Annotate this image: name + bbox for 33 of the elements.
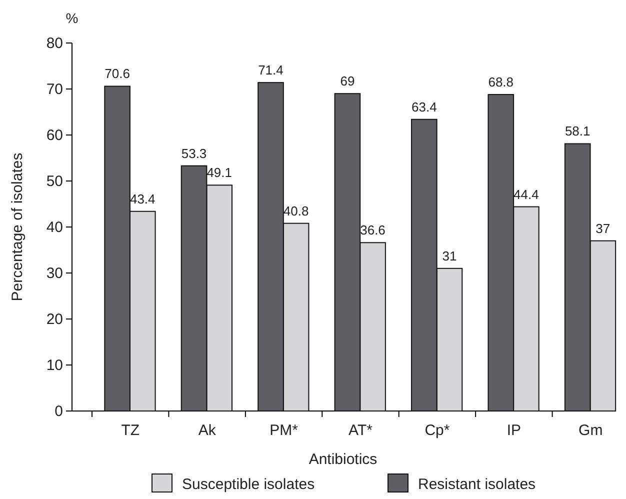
data-label: 49.1 xyxy=(206,165,232,180)
y-tick-label: 10 xyxy=(46,356,63,374)
x-tick-label: TZ xyxy=(121,422,140,439)
y-tick-label: 40 xyxy=(46,218,63,236)
data-label: 68.8 xyxy=(488,74,514,90)
x-tick-label: IP xyxy=(506,422,522,439)
data-label: 63.4 xyxy=(412,99,437,114)
x-tick-label: AT* xyxy=(348,422,373,439)
y-tick-label: 0 xyxy=(54,402,63,420)
text: % xyxy=(66,10,78,26)
legend-label: Resistant isolates xyxy=(418,476,536,493)
y-tick-label: 20 xyxy=(46,310,63,328)
x-tick-label: PM* xyxy=(270,422,298,439)
y-axis-title: Percentage of isolates xyxy=(9,152,26,302)
x-tick-label: Gm xyxy=(578,422,603,439)
y-tick-label: 30 xyxy=(46,264,63,282)
data-label: 31 xyxy=(442,248,457,264)
data-label: 71.4 xyxy=(258,62,284,78)
data-label: 53.3 xyxy=(181,146,207,161)
data-label: 36.6 xyxy=(360,222,386,238)
data-label: 37 xyxy=(596,220,610,236)
data-label: 58.1 xyxy=(564,124,590,139)
data-label: 69 xyxy=(340,74,355,89)
data-label: 70.6 xyxy=(104,66,130,82)
y-tick-label: 60 xyxy=(46,126,63,144)
y-tick-label: 70 xyxy=(46,80,63,98)
legend-label: Susceptible isolates xyxy=(182,476,315,493)
x-axis-title: Antibiotics xyxy=(308,451,378,468)
y-tick-label: 50 xyxy=(46,172,63,190)
x-tick-label: Ak xyxy=(198,422,216,439)
y-tick-label: 80 xyxy=(46,34,63,52)
x-tick-label: Cp* xyxy=(424,422,450,439)
data-label: 44.4 xyxy=(514,186,539,202)
